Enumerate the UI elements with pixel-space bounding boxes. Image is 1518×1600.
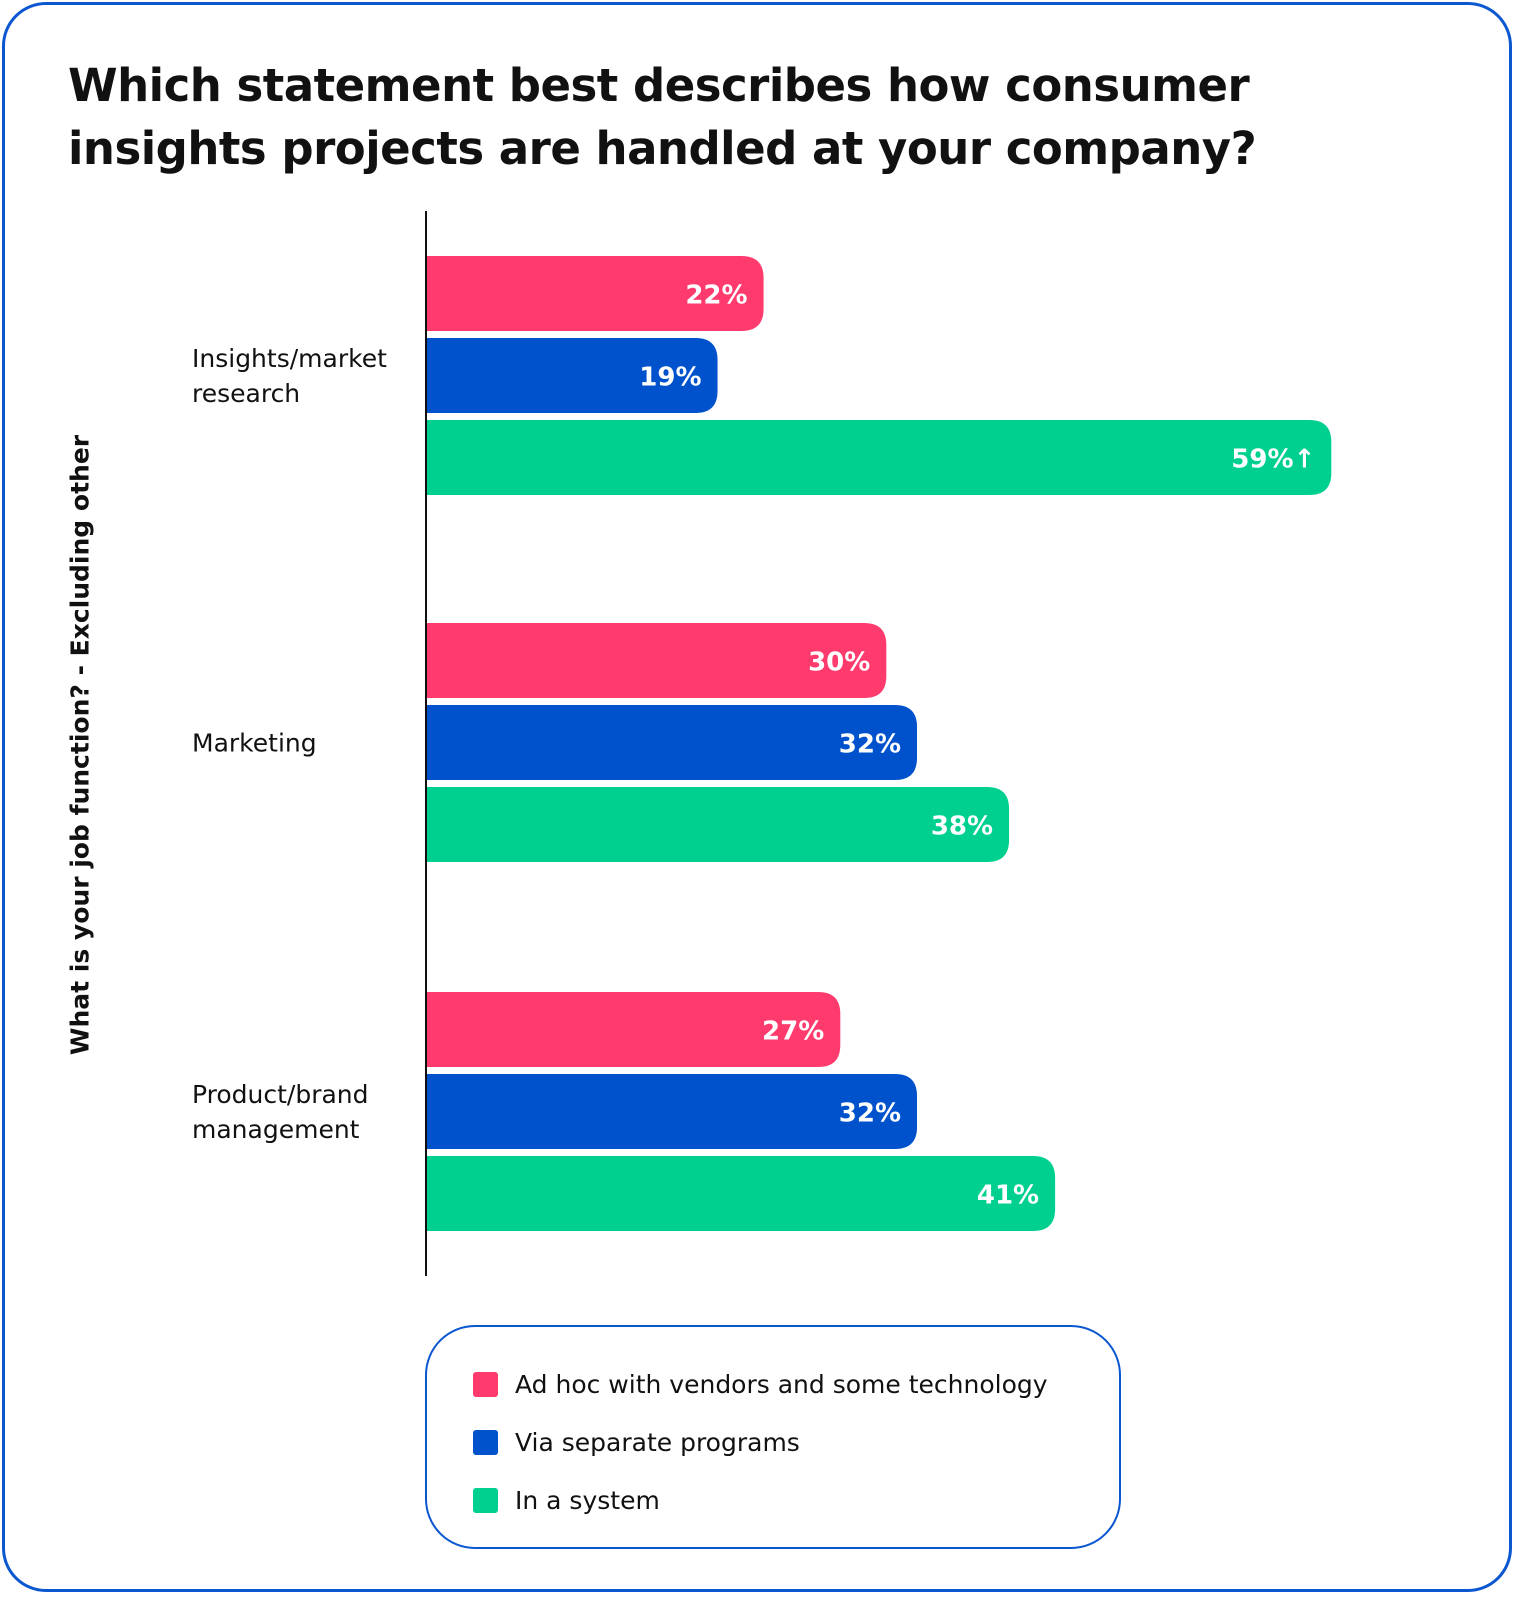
- bar-separate-programs-0: [426, 338, 718, 413]
- bar-value-label-in-a-system-2: 41%: [977, 1181, 1039, 1211]
- bar-ad-hoc-1: [426, 623, 887, 698]
- bar-value-label-in-a-system-1: 38%: [931, 812, 993, 842]
- legend-swatch-in-a-system: [473, 1487, 498, 1513]
- bar-in-a-system-0: [426, 420, 1332, 495]
- bar-in-a-system-2: [426, 1156, 1056, 1231]
- legend-label-ad-hoc: Ad hoc with vendors and some technology: [515, 1369, 1048, 1399]
- legend-swatch-ad-hoc: [473, 1371, 498, 1397]
- category-label-0-line-1: research: [192, 379, 300, 408]
- legend-label-in-a-system: In a system: [515, 1485, 660, 1515]
- bar-value-label-ad-hoc-2: 27%: [762, 1017, 824, 1047]
- legend: Ad hoc with vendors and some technology …: [425, 1325, 1121, 1549]
- bar-ad-hoc-2: [426, 992, 841, 1067]
- category-label-2-line-1: management: [192, 1115, 360, 1144]
- category-label-0-line-0: Insights/market: [192, 344, 387, 373]
- category-label-2-line-0: Product/brand: [192, 1080, 369, 1109]
- bar-ad-hoc-0: [426, 256, 764, 331]
- bar-separate-programs-2: [426, 1074, 918, 1149]
- bar-value-label-in-a-system-0: 59%↑: [1231, 445, 1315, 475]
- legend-item-separate-programs: Via separate programs: [473, 1427, 800, 1457]
- bar-value-label-separate-programs-1: 32%: [839, 730, 901, 760]
- legend-item-ad-hoc: Ad hoc with vendors and some technology: [473, 1369, 1048, 1399]
- bar-value-label-ad-hoc-0: 22%: [685, 281, 747, 311]
- bar-in-a-system-1: [426, 787, 1010, 862]
- legend-swatch-separate-programs: [473, 1429, 498, 1455]
- bar-value-label-separate-programs-2: 32%: [839, 1099, 901, 1129]
- category-label-1-line-0: Marketing: [192, 729, 317, 758]
- bar-value-label-separate-programs-0: 19%: [639, 363, 701, 393]
- legend-label-separate-programs: Via separate programs: [515, 1427, 800, 1457]
- bar-value-label-ad-hoc-1: 30%: [808, 648, 870, 678]
- legend-item-in-a-system: In a system: [473, 1485, 660, 1515]
- chart-title: Which statement best describes how consu…: [68, 59, 1257, 175]
- bar-separate-programs-1: [426, 705, 918, 780]
